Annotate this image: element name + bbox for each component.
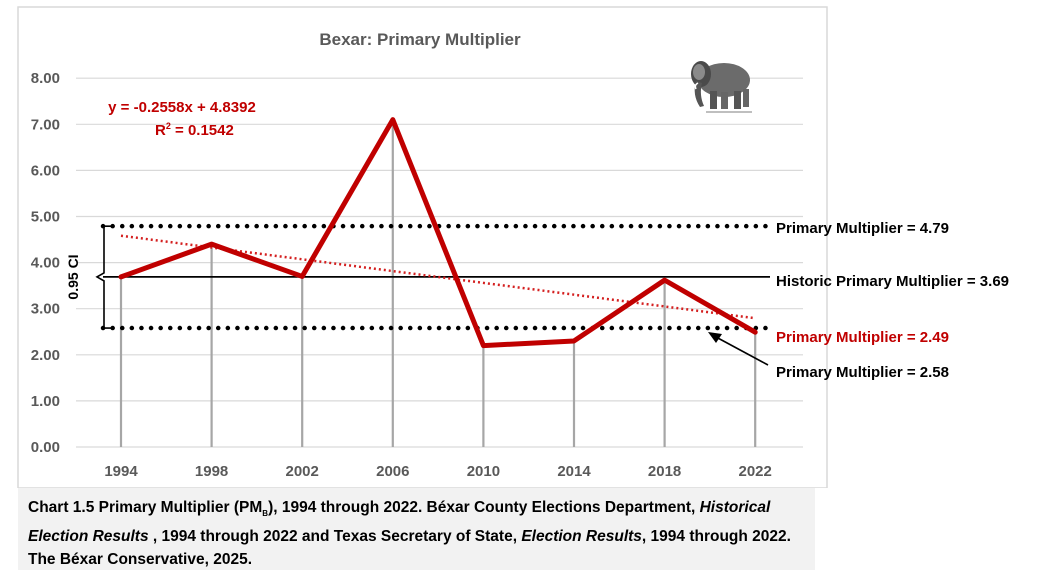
series-line	[118, 117, 758, 349]
data-point	[120, 275, 122, 278]
ci-label: 0.95 CI	[65, 254, 81, 299]
y-tick-label: 6.00	[31, 162, 60, 179]
trendline-equation: y = -0.2558x + 4.8392	[108, 99, 256, 116]
y-tick-label: 7.00	[31, 116, 60, 133]
y-tick-label: 5.00	[31, 209, 60, 226]
x-tick-label: 2010	[467, 463, 500, 480]
r2-value: = 0.1542	[171, 122, 234, 139]
reference-line-label: Primary Multiplier = 2.58	[776, 364, 949, 381]
x-tick-label: 2022	[739, 463, 772, 480]
series-layer	[118, 117, 758, 349]
data-point	[663, 279, 666, 282]
caption-part-1: Chart 1.5 Primary Multiplier (PM	[28, 499, 263, 516]
data-point	[301, 275, 304, 278]
grid-layer	[76, 77, 803, 448]
x-tick-label: 2014	[557, 463, 591, 480]
caption-italic-1: Historical Election Results	[28, 499, 771, 546]
x-axis: 1994 1998 2002 2006 2010 2014 2018 2022	[104, 463, 772, 480]
trendline-r2: R2 = 0.1542	[155, 121, 234, 139]
y-tick-label: 0.00	[31, 439, 60, 456]
y-tick-label: 4.00	[31, 255, 60, 272]
reference-line-label: Historic Primary Multiplier = 3.69	[776, 273, 1009, 290]
arrow-icon	[708, 332, 769, 366]
elephant-icon	[691, 61, 752, 113]
chart-frame	[17, 6, 828, 488]
caption-part-2: ), 1994 through 2022. Béxar County Elect…	[268, 499, 700, 516]
caption-subscript: B	[262, 509, 269, 519]
reference-lines: Primary Multiplier = 4.79 Historic Primar…	[100, 220, 1009, 381]
data-point	[754, 331, 757, 334]
y-tick-label: 1.00	[31, 393, 60, 410]
chart-title: Bexar: Primary Multiplier	[319, 30, 521, 49]
ci-bracket	[95, 225, 112, 329]
r2-superscript: 2	[166, 121, 171, 131]
caption-box	[18, 488, 815, 570]
x-tick-label: 2002	[286, 463, 319, 480]
caption-part-3: , 1994 through 2022 and Texas Secretary …	[148, 528, 522, 546]
chart-caption: Chart 1.5 Primary Multiplier (PMB), 1994…	[28, 496, 808, 571]
data-point	[482, 344, 485, 347]
caption-italic-2: Election Results	[521, 528, 642, 546]
chart: Bexar: Primary Multiplier 0.00 1.00 2.00 3.…	[17, 6, 1009, 488]
x-tick-label: 2006	[376, 463, 409, 480]
reference-line-label: Primary Multiplier = 4.79	[776, 220, 949, 237]
r2-label: R	[155, 122, 166, 139]
x-tick-label: 2018	[648, 463, 681, 480]
last-point-label: Primary Multiplier = 2.49	[776, 329, 949, 346]
y-tick-label: 3.00	[31, 301, 60, 318]
x-tick-label: 1998	[195, 463, 228, 480]
caption-part-4: , 1994 through 2022. The Béxar Conservat…	[28, 528, 791, 569]
data-point	[210, 243, 213, 246]
y-tick-label: 8.00	[31, 70, 60, 87]
x-tick-label: 1994	[104, 463, 138, 480]
ci-bracket-path	[95, 225, 112, 329]
data-point	[573, 339, 575, 342]
y-axis: 0.00 1.00 2.00 3.00 4.00 5.00 6.00 7.00 8.00	[31, 70, 60, 456]
y-tick-label: 2.00	[31, 347, 60, 364]
data-point	[391, 118, 394, 121]
